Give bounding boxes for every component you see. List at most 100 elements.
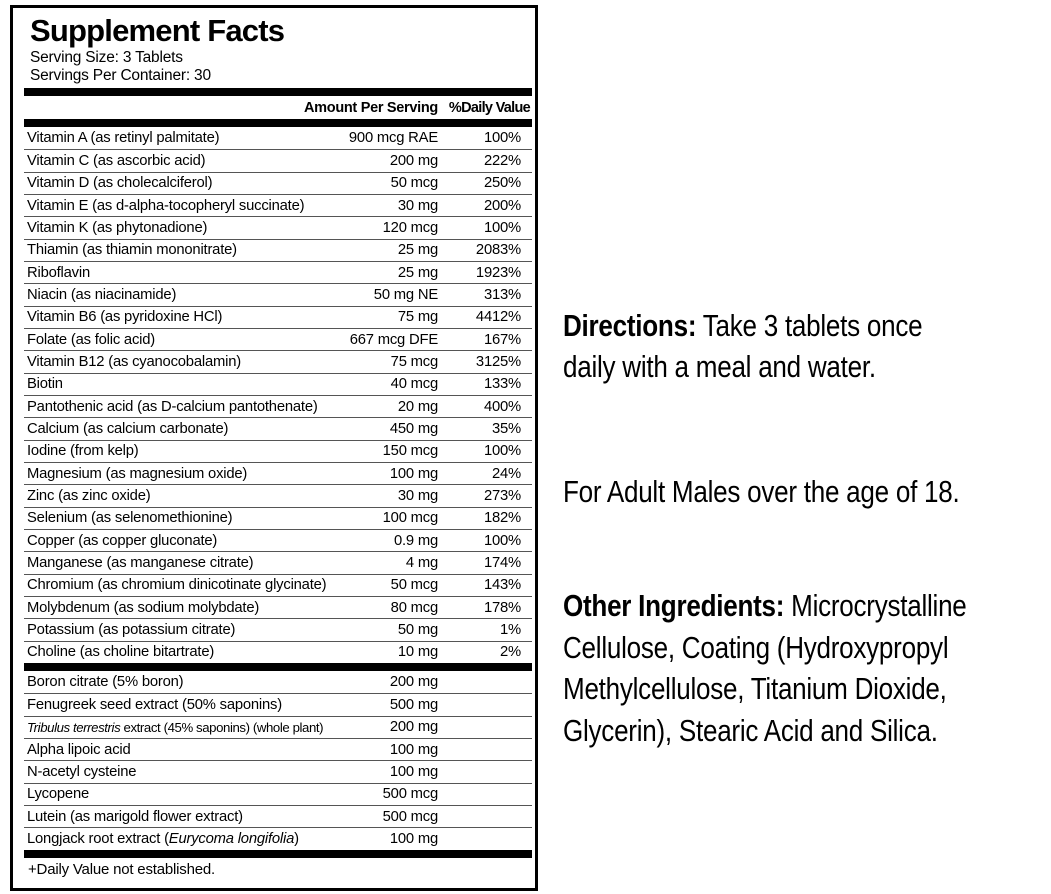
ingredient-amount: 100 mg xyxy=(389,763,438,780)
ingredient-name: Biotin xyxy=(27,376,63,393)
table-row: Molybdenum (as sodium molybdate) 80 mcg 17… xyxy=(24,595,532,618)
ingredient-daily-value: 35% xyxy=(491,420,521,437)
ingredient-name: Copper (as copper gluconate) xyxy=(27,532,218,549)
other-ingredients-label: Other Ingredients: xyxy=(563,588,785,623)
ingredient-amount: 900 mcg RAE xyxy=(348,130,438,147)
table-row: Riboflavin 25 mg 1923% xyxy=(24,260,532,283)
directions-text: Take 3 tablets once daily with a meal an… xyxy=(563,307,923,385)
ingredient-daily-value: 167% xyxy=(483,331,521,348)
ingredient-name: N-acetyl cysteine xyxy=(27,763,137,780)
ingredient-daily-value: 250% xyxy=(483,175,521,192)
ingredient-daily-value: 100% xyxy=(483,443,521,460)
table-row: Calcium (as calcium carbonate) 450 mg 35% xyxy=(24,417,532,439)
botanical-section: Boron citrate (5% boron) 200 mg Fenugreek … xyxy=(24,671,532,850)
ingredient-name: Boron citrate (5% boron) xyxy=(27,674,184,691)
usage-info: Directions: Take 3 tablets once daily wi… xyxy=(563,263,1051,793)
table-row: Folate (as folic acid) 667 mcg DFE 167% xyxy=(24,327,532,350)
table-row: Vitamin B12 (as cyanocobalamin) 75 mcg 312… xyxy=(24,350,532,372)
ingredient-name: Choline (as choline bitartrate) xyxy=(27,644,215,661)
ingredient-daily-value: 100% xyxy=(483,130,521,147)
ingredient-amount: 500 mcg xyxy=(382,808,439,825)
ingredient-name: Niacin (as niacinamide) xyxy=(27,286,177,303)
ingredient-amount: 50 mcg xyxy=(390,175,439,192)
ingredient-amount: 20 mg xyxy=(397,398,438,415)
table-row: Selenium (as selenomethionine) 100 mcg 182… xyxy=(24,506,532,529)
table-row: Vitamin C (as ascorbic acid) 200 mg 222% xyxy=(24,149,532,171)
table-row: Alpha lipoic acid 100 mg xyxy=(24,737,532,760)
ingredient-amount: 10 mg xyxy=(397,644,438,661)
ingredient-name: Vitamin E (as d-alpha-tocopheryl succina… xyxy=(27,197,305,214)
ingredient-daily-value: 133% xyxy=(483,376,521,393)
ingredient-name: Lycopene xyxy=(27,786,90,803)
servings-per-container: Servings Per Container: 30 xyxy=(30,67,211,84)
table-row: Manganese (as manganese citrate) 4 mg 174% xyxy=(24,551,532,573)
ingredient-daily-value: 174% xyxy=(483,554,521,571)
table-row: Fenugreek seed extract (50% saponins) 500… xyxy=(24,693,532,715)
ingredient-daily-value: 222% xyxy=(483,152,521,169)
table-row: Potassium (as potassium citrate) 50 mg 1% xyxy=(24,618,532,640)
table-row: Vitamin B6 (as pyridoxine HCl) 75 mg 4412% xyxy=(24,305,532,328)
ingredient-name: Calcium (as calcium carbonate) xyxy=(27,420,229,437)
ingredient-daily-value: 1923% xyxy=(475,264,521,281)
directions-paragraph: Directions: Take 3 tablets once daily wi… xyxy=(563,305,1051,388)
table-row: Thiamin (as thiamin mononitrate) 25 mg 208… xyxy=(24,238,532,261)
ingredient-amount: 100 mg xyxy=(389,830,438,847)
ingredient-name: Fenugreek seed extract (50% saponins) xyxy=(27,696,282,713)
ingredient-daily-value: 400% xyxy=(483,398,521,415)
table-row: Niacin (as niacinamide) 50 mg NE 313% xyxy=(24,283,532,305)
ingredient-name: Vitamin B12 (as cyanocobalamin) xyxy=(27,353,241,370)
ingredient-name: Magnesium (as magnesium oxide) xyxy=(27,465,248,482)
ingredient-amount: 200 mg xyxy=(389,152,438,169)
vitamins-minerals-section: Vitamin A (as retinyl palmitate) 900 mcg … xyxy=(24,127,532,663)
table-row: Vitamin A (as retinyl palmitate) 900 mcg … xyxy=(24,127,532,149)
ingredient-amount: 667 mcg DFE xyxy=(349,331,438,348)
ingredient-daily-value: 143% xyxy=(483,577,521,594)
table-row: Vitamin D (as cholecalciferol) 50 mcg 250% xyxy=(24,171,532,194)
ingredient-name: Vitamin C (as ascorbic acid) xyxy=(27,152,206,169)
ingredient-name: Vitamin B6 (as pyridoxine HCl) xyxy=(27,309,223,326)
supplement-facts-panel: Supplement Facts Serving Size: 3 Tablets… xyxy=(10,5,538,891)
ingredient-amount: 500 mcg xyxy=(382,786,439,803)
thick-divider xyxy=(24,662,532,671)
table-row: Lycopene 500 mcg xyxy=(24,782,532,805)
supplement-facts-header: Supplement Facts Serving Size: 3 Tablets… xyxy=(13,8,535,85)
ingredient-amount: 75 mg xyxy=(397,309,438,326)
table-row: Biotin 40 mcg 133% xyxy=(24,372,532,395)
ingredient-name: Vitamin D (as cholecalciferol) xyxy=(27,175,213,192)
column-header-row: Amount Per Serving %Daily Value xyxy=(24,96,532,119)
column-header-amount: Amount Per Serving xyxy=(304,99,438,116)
table-row: Tribulus terrestris extract (45% saponin… xyxy=(24,715,532,738)
other-ingredients-text: Microcrystalline Cellulose, Coating (Hyd… xyxy=(563,588,967,748)
ingredient-amount: 50 mg xyxy=(397,621,438,638)
ingredient-name: Lutein (as marigold flower extract) xyxy=(27,808,243,825)
ingredient-daily-value: 273% xyxy=(483,487,521,504)
ingredient-amount: 50 mcg xyxy=(390,577,439,594)
ingredient-daily-value: 2% xyxy=(500,644,521,661)
ingredient-amount: 80 mcg xyxy=(390,599,439,616)
ingredient-name: Tribulus terrestris extract (45% saponin… xyxy=(27,719,324,735)
ingredient-name: Folate (as folic acid) xyxy=(27,331,155,348)
table-row: Magnesium (as magnesium oxide) 100 mg 24% xyxy=(24,461,532,484)
ingredient-daily-value: 182% xyxy=(483,510,521,527)
ingredient-daily-value: 24% xyxy=(491,465,521,482)
ingredient-amount: 500 mg xyxy=(389,696,438,713)
table-row: Copper (as copper gluconate) 0.9 mg 100% xyxy=(24,528,532,551)
ingredient-name: Chromium (as chromium dinicotinate glyci… xyxy=(27,577,327,594)
ingredient-name: Longjack root extract (Eurycoma longifol… xyxy=(27,830,299,847)
daily-value-footnote: +Daily Value not established. xyxy=(28,860,215,878)
ingredient-amount: 0.9 mg xyxy=(393,532,438,549)
ingredient-amount: 200 mg xyxy=(389,719,438,736)
ingredient-daily-value: 178% xyxy=(483,599,521,616)
panel-title: Supplement Facts xyxy=(30,13,285,48)
ingredient-daily-value: 2083% xyxy=(475,242,521,259)
directions-label: Directions: xyxy=(563,307,697,343)
ingredient-amount: 25 mg xyxy=(397,264,438,281)
audience-paragraph: For Adult Males over the age of 18. xyxy=(563,474,960,509)
ingredient-daily-value: 100% xyxy=(483,532,521,549)
ingredient-amount: 100 mcg xyxy=(382,510,439,527)
ingredient-amount: 450 mg xyxy=(389,420,438,437)
ingredient-name: Zinc (as zinc oxide) xyxy=(27,487,151,504)
ingredient-name: Potassium (as potassium citrate) xyxy=(27,621,236,638)
table-row: Iodine (from kelp) 150 mcg 100% xyxy=(24,439,532,462)
thick-divider xyxy=(24,88,532,96)
